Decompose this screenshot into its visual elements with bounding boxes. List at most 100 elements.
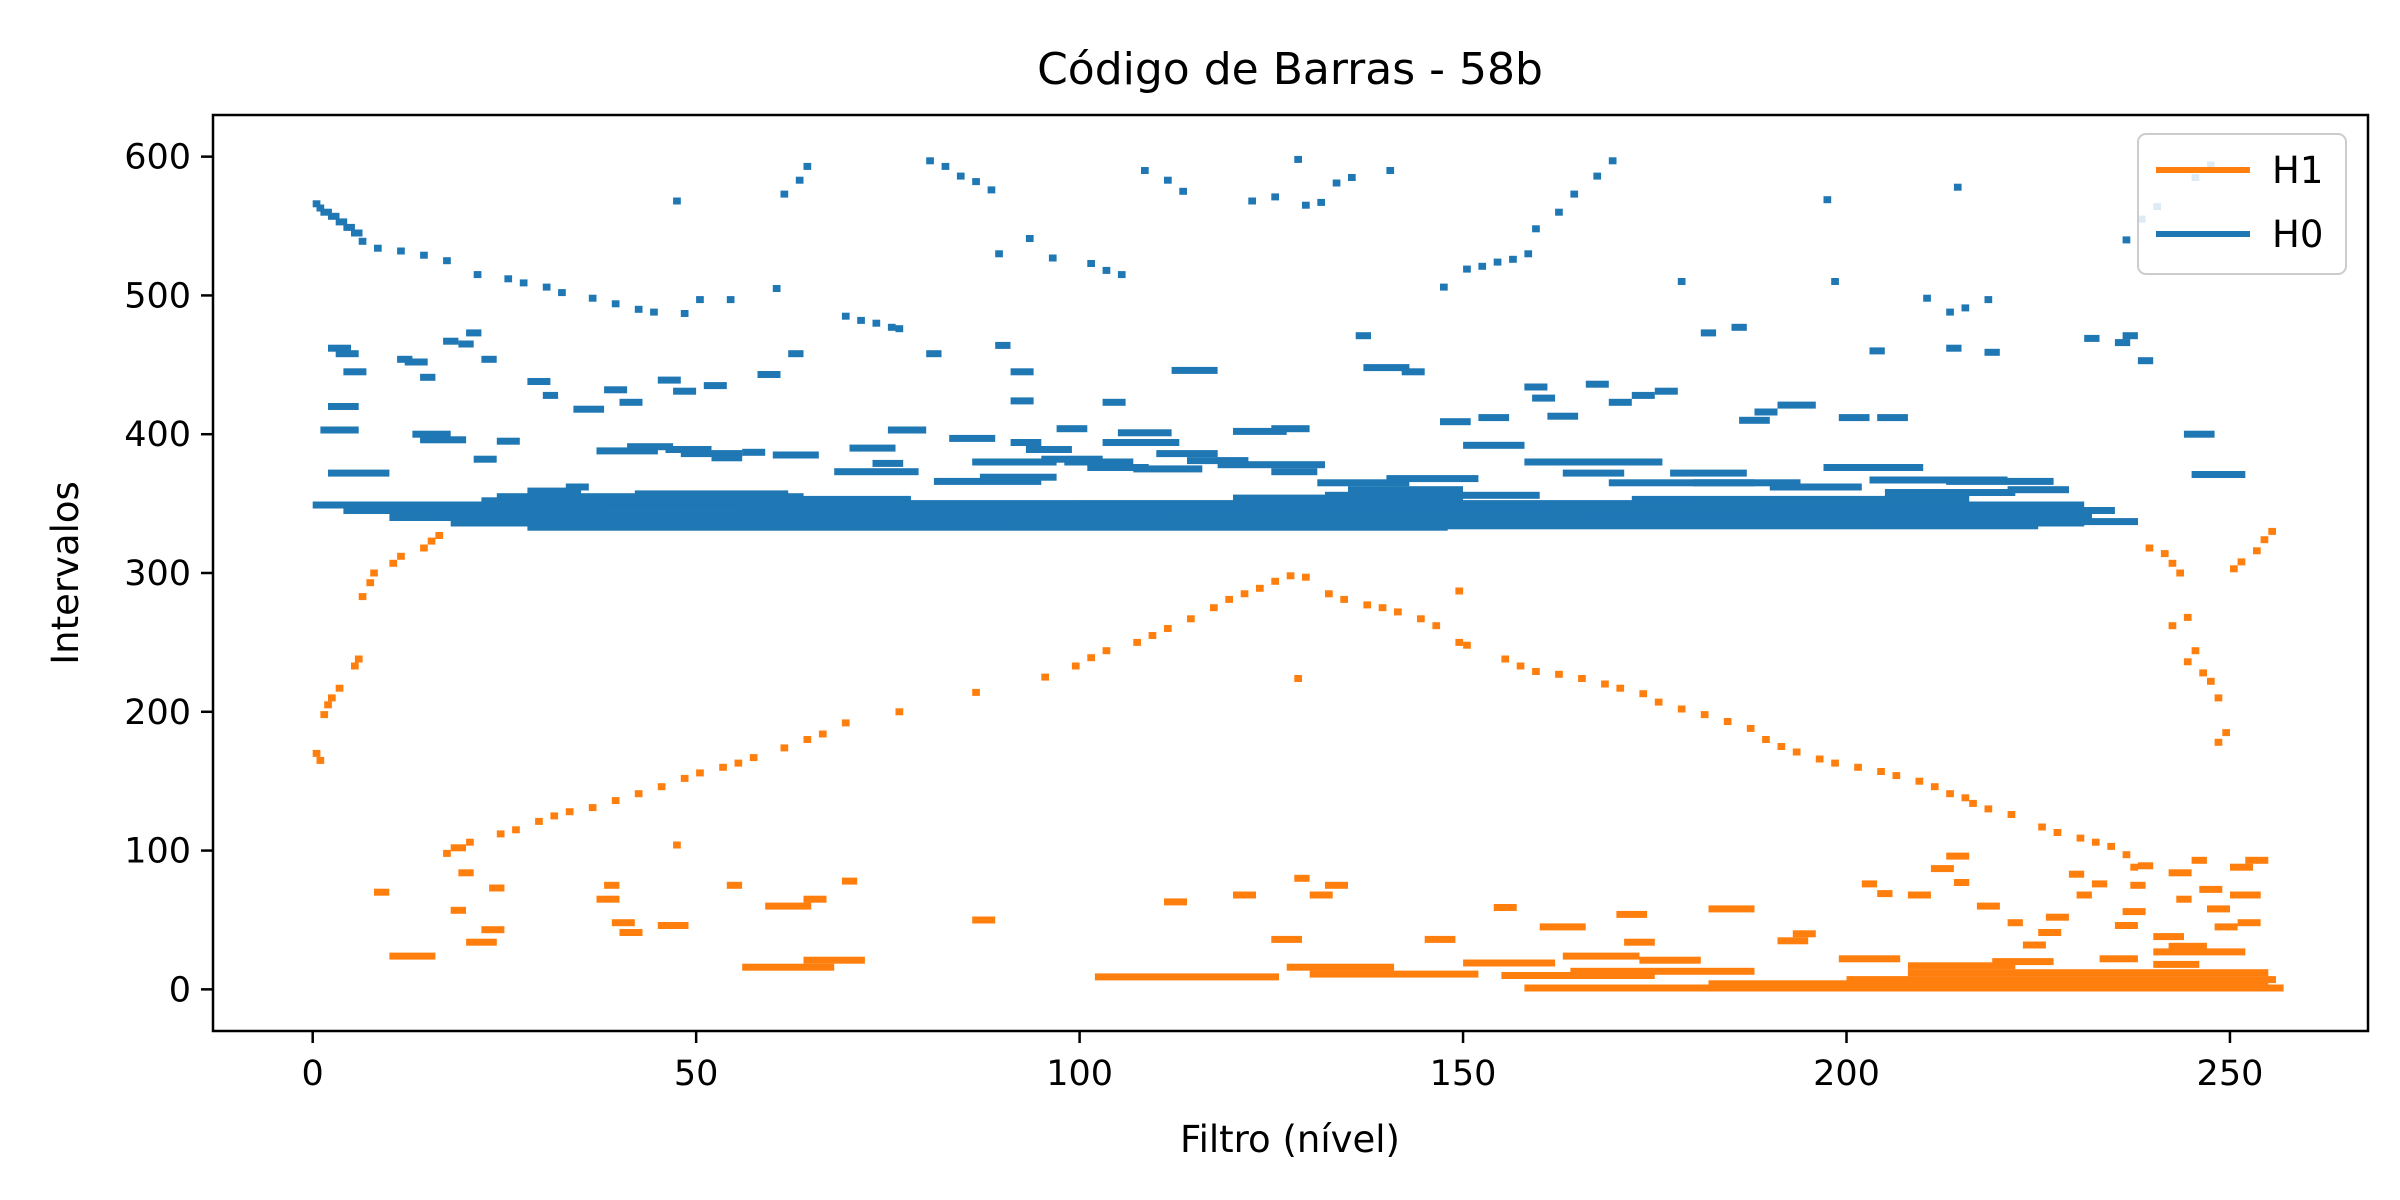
h0-bar [1509,255,1517,263]
h1-bar [450,906,466,914]
h1-bar [2168,869,2192,877]
h1-bar [1723,718,1732,725]
h1-bar [1907,962,2016,970]
h0-bar [772,451,819,459]
h1-bar [1877,890,1893,898]
h1-bar [2183,613,2192,621]
h1-bar [780,744,789,752]
h0-bar [1923,294,1931,302]
h0-bar [1102,266,1111,274]
h1-bar [1969,799,1977,807]
h1-bar [1378,604,1387,612]
h0-bar [1984,348,2000,356]
h1-bar [2214,694,2223,702]
h1-bar [2122,851,2131,859]
h1-bar [2253,547,2261,555]
h1-bar [443,849,451,857]
h1-bar [803,895,827,903]
h0-bar [1187,457,1249,465]
h0-bar [1386,167,1395,174]
h1-bar [604,881,620,889]
h0-bar [611,300,620,308]
h0-bar [1769,483,1862,491]
h1-bar [550,812,559,820]
h0-bar [857,316,865,324]
h0-bar [1547,412,1579,420]
h1-bar [316,756,325,764]
h0-bar [1010,397,1034,405]
h0-bar [1555,208,1563,216]
h1-bar [324,701,332,709]
h1-bar [1907,969,2269,977]
h1-bar [1677,705,1686,713]
h0-bar [650,308,658,316]
h0-bar [420,373,436,381]
h0-bar [328,212,340,220]
h0-bar [726,296,735,304]
h0-bar [788,508,1141,516]
h0-bar [1010,439,1042,446]
h1-bar [1639,690,1648,698]
h1-bar [1501,972,1655,979]
h1-bar [2038,823,2046,831]
h0-bar [887,426,927,434]
h1-bar [466,938,497,946]
h1-bar [657,922,689,929]
h0-bar [1102,398,1126,406]
h0-bar [1693,479,1801,487]
h0-bar [1056,425,1088,433]
h0-bar [1884,518,2138,526]
h1-bar [2076,891,2092,899]
x-tick-label: 150 [1430,1054,1497,1094]
h1-bar [1309,891,1333,899]
h0-bar [650,495,911,503]
h0-bar [1325,491,1540,499]
h0-bar [1562,469,1625,477]
h1-bar [1164,898,1187,906]
h1-bar [370,569,378,577]
h0-bar [1946,477,2054,485]
h0-bar [979,473,1057,481]
h0-bar [1102,439,1180,446]
h0-bar [1248,197,1256,205]
h0-bar [1440,283,1448,291]
y-tick-label: 500 [124,276,191,316]
y-tick-label: 600 [124,138,191,178]
h0-bar [995,341,1011,349]
h0-bar [1478,414,1510,422]
h0-bar [1440,418,1471,426]
h0-bar [634,305,643,313]
h1-bar [1087,654,1095,662]
h0-bar [1869,476,2008,484]
h1-bar [1953,879,1970,886]
h1-bar [351,662,359,670]
h1-bar [2260,536,2269,544]
h0-bar [1141,167,1149,174]
h0-bar [895,325,904,333]
h0-bar [1164,176,1172,184]
h1-bar [1892,772,1901,780]
h1-bar [2168,559,2177,567]
h0-bar [1332,179,1341,187]
h0-bar [358,237,367,245]
h1-bar [634,790,643,798]
h1-bar [1493,904,1517,911]
h0-bar [1025,446,1072,453]
h1-bar [354,655,363,663]
h1-bar [2007,811,2016,818]
h1-bar [1708,905,1755,913]
h1-bar [2038,929,2062,936]
h0-bar [1294,155,1302,163]
h1-bar [1831,759,1839,767]
h0-bar [680,450,743,458]
h0-bar [665,446,712,453]
h1-bar [489,884,505,892]
h0-bar [949,434,996,442]
h1-bar [1524,984,2284,992]
h0-bar [1271,425,1310,433]
chart-title: Código de Barras - 58b [1037,44,1543,95]
h1-bar [2268,527,2276,535]
h0-bar [328,403,359,410]
h0-bar [987,186,996,194]
